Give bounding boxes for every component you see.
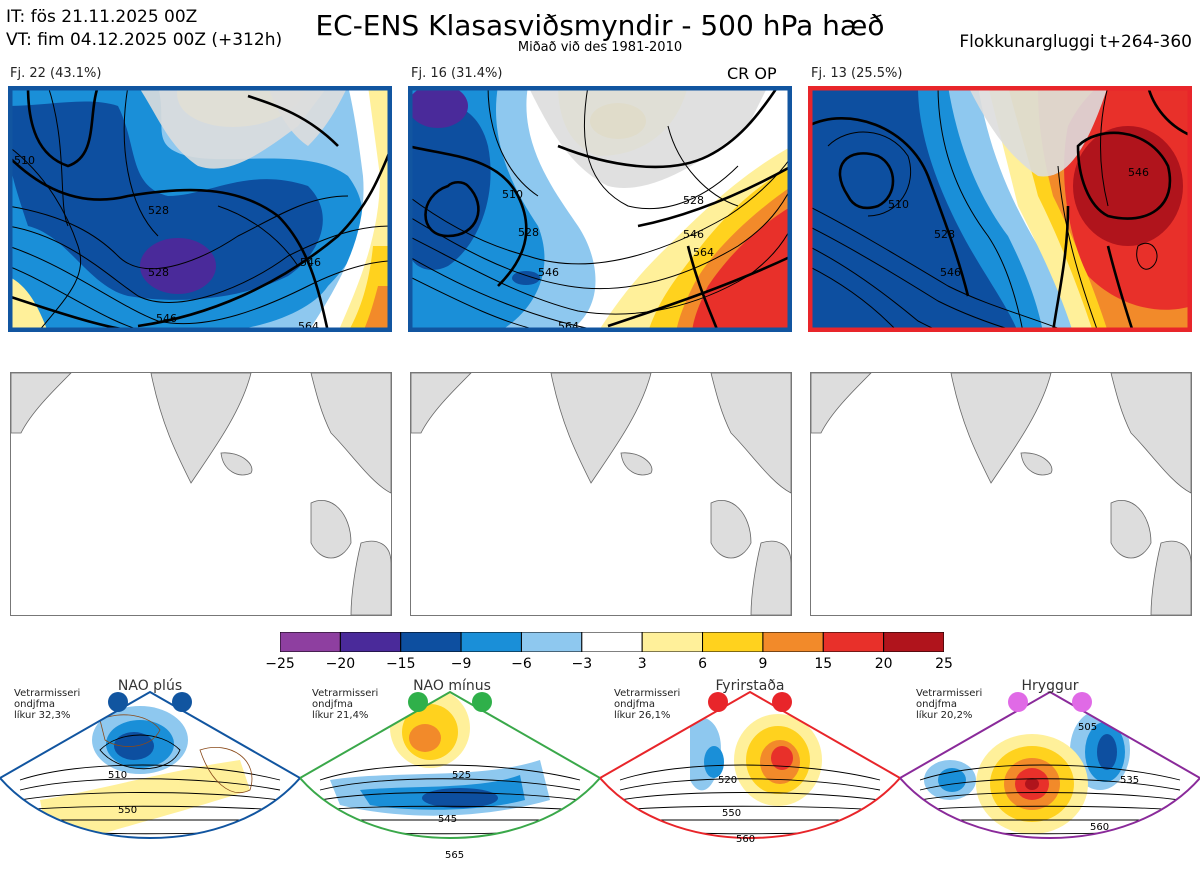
colorbar-tick-label: −20 [325, 656, 356, 672]
colorbar-cell [762, 632, 824, 652]
cluster-1-contour-label-6: 546 [156, 312, 177, 325]
regime-ridge-contour-3: 560 [1090, 822, 1109, 833]
colorbar-cell [822, 632, 885, 652]
colorbar-tick-label: 6 [698, 656, 707, 672]
colorbar-tick-label: 25 [935, 656, 953, 672]
colorbar-tick-label: 20 [874, 656, 893, 672]
regime-blocking: 520 550 560 [598, 680, 902, 871]
regime-name-ridge: Hryggur [1021, 678, 1079, 694]
regime-marker-dot [772, 692, 792, 712]
colorbar-tick-label: 15 [814, 656, 833, 672]
regime-nao-minus-contour-1: 525 [452, 770, 471, 781]
cluster-2-contour-label-3: 546 [538, 266, 559, 279]
cluster-2-contour-label-5: 528 [683, 194, 704, 207]
control-operational-tag: CR OP [727, 64, 777, 83]
regime-name-blocking: Fyrirstaða [715, 678, 785, 694]
regime-blocking-contour-1: 520 [718, 775, 737, 786]
colorbar-cell [581, 632, 643, 652]
colorbar-cell [400, 632, 462, 652]
cluster-1-contour-label-1: 510 [14, 154, 35, 167]
page-title: EC-ENS Klasasviðsmyndir - 500 hPa hæð [315, 9, 885, 42]
regime-marker-dot [172, 692, 192, 712]
colorbar-cell [702, 632, 764, 652]
cluster-2-contour-label-1: 510 [502, 188, 523, 201]
colorbar-tick-label: −3 [571, 656, 593, 672]
colorbar-tick-label: 9 [758, 656, 768, 672]
regime-blocking-outline [598, 690, 902, 839]
blank-map-3 [810, 372, 1192, 616]
regime-marker-dot [108, 692, 128, 712]
regime-note-nao-minus: Vetrarmisseri ondjfma líkur 21,4% [312, 688, 379, 721]
regime-marker-dot [408, 692, 428, 712]
regime-nao-minus-contour-3: 565 [445, 850, 464, 861]
regime-marker-dot [708, 692, 728, 712]
regime-ridge-outline [898, 690, 1200, 839]
colorbar-cell [641, 632, 704, 652]
regime-name-nao-plus: NAO plús [117, 678, 183, 694]
cluster-2-contour-label-6: 546 [683, 228, 704, 241]
regime-nao-plus-contour-1: 510 [108, 770, 127, 781]
regime-nao-plus-contour-2: 550 [118, 805, 137, 816]
colorbar-tick-label: −25 [265, 656, 295, 672]
colorbar-tick-label: −15 [385, 656, 416, 672]
regime-ridge-contour-2: 535 [1120, 775, 1139, 786]
regime-nao-minus-outline [298, 690, 602, 839]
colorbar-cell [520, 632, 583, 652]
colorbar [280, 632, 944, 652]
cluster-1-contour-label-2: 528 [148, 204, 169, 217]
cluster-2-label: Fj. 16 (31.4%) [411, 66, 503, 81]
cluster-1-label: Fj. 22 (43.1%) [10, 66, 102, 81]
cluster-window: Flokkunargluggi t+264-360 [959, 32, 1192, 52]
cluster-3-contour-label-3: 546 [940, 266, 961, 279]
cluster-1-map: 510 528 546 564 528 546 [8, 86, 392, 332]
regime-marker-dot [1072, 692, 1092, 712]
regime-ridge-contour-1: 505 [1078, 722, 1097, 733]
cluster-1-contour-label-5: 528 [148, 266, 169, 279]
regime-note-ridge: Vetrarmisseri ondjfma líkur 20,2% [916, 688, 983, 721]
cluster-3-contour-label-2: 528 [934, 228, 955, 241]
colorbar-cell [280, 632, 341, 652]
cluster-1-contour-label-3: 546 [300, 256, 321, 269]
cluster-3-map: 510 528 546 546 [808, 86, 1192, 332]
colorbar-tick-label: −6 [511, 656, 532, 672]
regime-blocking-contour-2: 550 [722, 808, 741, 819]
cluster-2-contour-label-2: 528 [518, 226, 539, 239]
cluster-1-frame [8, 86, 392, 332]
blank-map-2 [410, 372, 792, 616]
regime-nao-plus: 510 550 [0, 680, 302, 871]
regime-nao-minus-contour-2: 545 [438, 814, 457, 825]
regime-note-blocking: Vetrarmisseri ondjfma líkur 26,1% [614, 688, 681, 721]
colorbar-cell [339, 632, 402, 652]
cluster-2-frame [408, 86, 792, 332]
cluster-2-contour-label-7: 564 [693, 246, 714, 259]
colorbar-cell [883, 632, 944, 652]
cluster-2-map: 510 528 546 564 528 546 564 [408, 86, 792, 332]
valid-time: VT: fim 04.12.2025 00Z (+312h) [6, 30, 283, 50]
colorbar-tick-label: −9 [450, 656, 472, 672]
regime-marker-dot [472, 692, 492, 712]
initial-time: IT: fös 21.11.2025 00Z [6, 7, 198, 27]
blank-map-1 [10, 372, 392, 616]
regime-nao-plus-outline [0, 690, 302, 839]
colorbar-tick-label: 3 [637, 656, 647, 672]
regime-blocking-contour-3: 560 [736, 834, 755, 845]
cluster-3-contour-label-1: 510 [888, 198, 909, 211]
colorbar-cell [460, 632, 522, 652]
page-subtitle: Miðað við des 1981-2010 [517, 40, 683, 55]
regime-ridge: 505 535 560 [898, 680, 1200, 871]
regime-marker-dot [1008, 692, 1028, 712]
regime-nao-minus: 525 545 565 [298, 680, 602, 871]
cluster-3-contour-label-4: 546 [1128, 166, 1149, 179]
cluster-3-frame [808, 86, 1192, 332]
regime-name-nao-minus: NAO mínus [413, 678, 491, 694]
regime-note-nao-plus: Vetrarmisseri ondjfma líkur 32,3% [14, 688, 81, 721]
cluster-3-label: Fj. 13 (25.5%) [811, 66, 903, 81]
